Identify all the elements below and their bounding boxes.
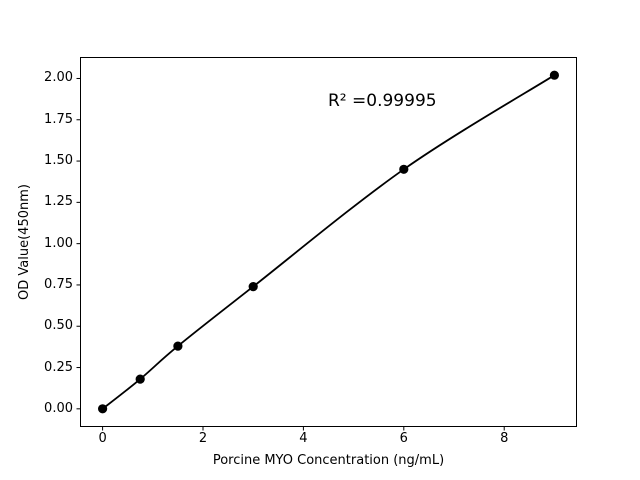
y-tick-label: 0.75 xyxy=(44,276,73,292)
x-tick-label: 2 xyxy=(198,431,208,446)
plot-area xyxy=(80,57,577,427)
data-point-marker xyxy=(549,70,560,80)
y-tick-label: 1.50 xyxy=(44,153,73,169)
y-tick-label: 2.00 xyxy=(44,70,73,86)
data-point-marker xyxy=(135,374,145,384)
y-tick-label: 1.25 xyxy=(44,194,73,210)
data-point-marker xyxy=(98,404,108,414)
data-point-marker xyxy=(173,341,183,351)
y-tick-label: 1.75 xyxy=(44,111,73,127)
data-point-marker xyxy=(399,164,409,174)
y-tick-label: 0.50 xyxy=(44,318,73,334)
x-tick-label: 0 xyxy=(98,431,107,446)
r-squared-annotation: R² =0.99995 xyxy=(328,91,437,111)
x-tick-label: 6 xyxy=(399,431,408,446)
data-point-marker xyxy=(248,282,258,292)
fit-curve xyxy=(102,74,555,410)
x-tick-label: 8 xyxy=(500,431,509,446)
x-tick-label: 4 xyxy=(299,431,308,446)
x-axis-label: Porcine MYO Concentration (ng/mL) xyxy=(212,453,445,468)
y-tick-label: 0.00 xyxy=(44,400,73,416)
y-tick-label: 1.00 xyxy=(44,235,73,251)
y-tick-label: 0.25 xyxy=(44,359,73,375)
